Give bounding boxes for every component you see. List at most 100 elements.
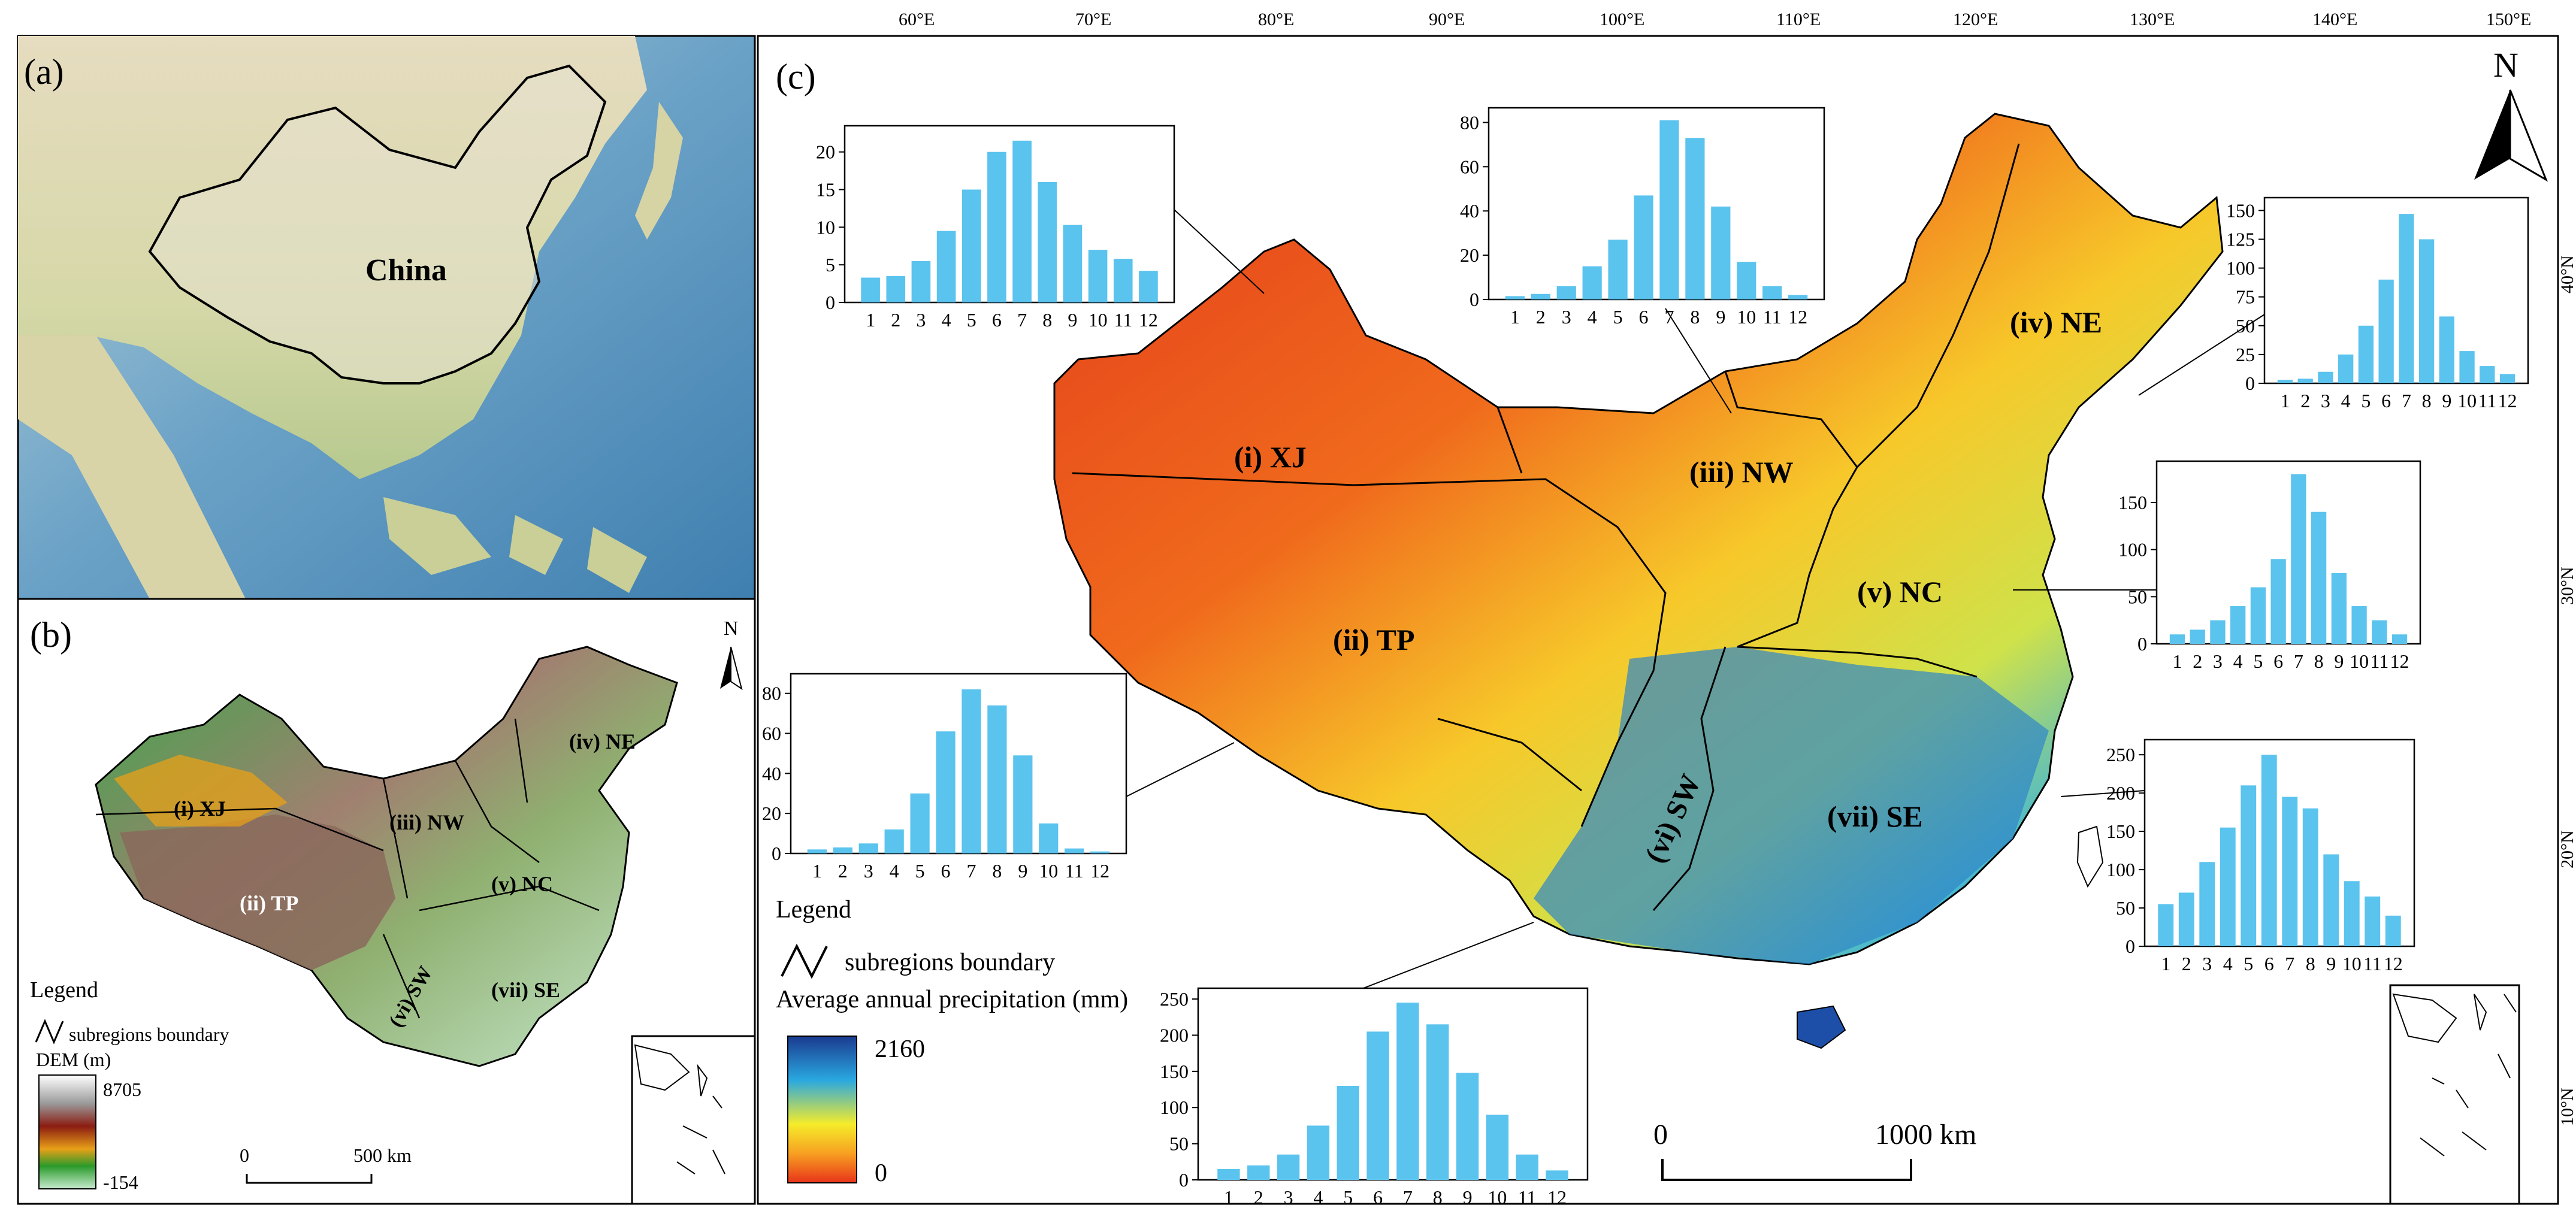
- north-arrow-b-outline: [730, 646, 743, 691]
- x-tick-label: 6: [992, 309, 1002, 331]
- panel-a: (a) China: [17, 35, 756, 600]
- x-tick-label: 4: [942, 309, 951, 331]
- x-tick-label: 7: [2402, 390, 2411, 411]
- x-tick-label: 9: [2442, 390, 2451, 411]
- bar-month-5: [2241, 785, 2257, 946]
- y-tick-label: 0: [2137, 633, 2147, 655]
- x-tick-label: 5: [2244, 953, 2253, 974]
- north-arrow-b-shape: [720, 647, 731, 689]
- x-tick-label: 8: [992, 860, 1002, 882]
- x-tick-label: 1: [2161, 953, 2170, 974]
- bar-month-9: [1711, 206, 1731, 299]
- indian-ocean-peninsula: [18, 335, 246, 599]
- y-tick-label: 0: [1470, 289, 1479, 310]
- x-tick-label: 1: [1224, 1186, 1233, 1208]
- y-tick-label: 125: [2226, 228, 2255, 250]
- x-tick-label: 12: [1547, 1186, 1567, 1208]
- bar-month-3: [1556, 286, 1576, 299]
- x-tick-label: 5: [967, 309, 976, 331]
- bar-month-4: [2338, 354, 2354, 383]
- x-tick-label: 3: [2202, 953, 2212, 974]
- lon-axis: 60°E 70°E 80°E 90°E 100°E 110°E 120°E 13…: [899, 10, 2531, 29]
- x-tick-label: 2: [2182, 953, 2191, 974]
- bar-month-5: [1337, 1086, 1359, 1180]
- bar-month-3: [2210, 620, 2226, 644]
- bar-month-7: [1659, 120, 1679, 299]
- china-outline-a: [148, 64, 607, 385]
- panel-b: (b) (i) XJ (ii) TP (iii) NW (iv) NE (v) …: [17, 598, 756, 1205]
- leader-lines: [1126, 209, 2265, 995]
- bar-month-12: [1090, 851, 1110, 853]
- north-arrow-b: N: [720, 617, 743, 691]
- x-tick-label: 11: [2363, 953, 2382, 974]
- tibet-plateau-shade: [120, 815, 395, 970]
- x-tick-label: 10: [2342, 953, 2362, 974]
- x-tick-label: 11: [1114, 309, 1132, 331]
- y-tick-label: 80: [1460, 111, 1479, 133]
- bar-month-3: [858, 843, 878, 853]
- y-tick-label: 50: [2116, 897, 2135, 919]
- north-arrow-b-label: N: [724, 617, 739, 640]
- x-tick-label: 6: [1639, 306, 1649, 328]
- bar-month-6: [936, 731, 956, 853]
- x-tick-label: 7: [2294, 650, 2303, 672]
- lon-tick-120: 120°E: [1953, 10, 1998, 29]
- taiwan-island: [2076, 825, 2104, 888]
- bar-month-1: [2169, 634, 2185, 644]
- x-tick-label: 8: [1042, 309, 1052, 331]
- china-label: China: [365, 253, 447, 287]
- panel-c: (c) 60°E 70°E 80°E 90°E 100°E 110°E 120°…: [757, 10, 2576, 1208]
- x-tick-label: 10: [1089, 309, 1108, 331]
- region-label-c-nc: (v) NC: [1857, 575, 1943, 608]
- region-label-c-xj: (i) XJ: [1234, 440, 1307, 474]
- x-tick-label: 2: [2193, 650, 2202, 672]
- chart-frame: [2263, 196, 2529, 385]
- lat-tick-20: 20°N: [2557, 830, 2576, 868]
- bar-month-10: [1486, 1115, 1509, 1180]
- x-tick-label: 3: [916, 309, 926, 331]
- bar-month-6: [2378, 279, 2394, 383]
- x-tick-label: 12: [1139, 309, 1158, 331]
- x-tick-label: 3: [2213, 650, 2223, 672]
- y-tick-label: 150: [2226, 199, 2255, 221]
- y-tick-label: 100: [2118, 539, 2147, 561]
- dem-min-label: -154: [103, 1171, 138, 1193]
- bar-month-11: [1762, 286, 1782, 299]
- region-label-b-ne: (iv) NE: [569, 729, 636, 753]
- north-arrow-c-shape: [2474, 90, 2510, 180]
- bar-month-6: [987, 152, 1006, 302]
- x-tick-label: 5: [915, 860, 925, 882]
- precip-colorbar: [787, 1036, 857, 1183]
- region-label-c-ne: (iv) NE: [2010, 305, 2102, 339]
- x-tick-label: 6: [2273, 650, 2283, 672]
- legend-b-boundary-label: subregions boundary: [69, 1024, 229, 1045]
- x-tick-label: 12: [1788, 306, 1807, 328]
- y-tick-label: 40: [762, 762, 781, 784]
- bar-month-9: [1456, 1073, 1479, 1180]
- bar-month-2: [1531, 293, 1550, 299]
- bar-month-8: [1426, 1024, 1449, 1180]
- x-tick-label: 8: [1690, 306, 1700, 328]
- x-tick-label: 6: [1373, 1186, 1383, 1208]
- x-tick-label: 10: [1039, 860, 1058, 882]
- y-tick-label: 150: [2106, 821, 2135, 842]
- y-tick-label: 100: [2106, 859, 2135, 880]
- y-tick-label: 75: [2236, 286, 2255, 308]
- x-tick-label: 1: [2280, 390, 2290, 411]
- x-tick-label: 9: [1068, 309, 1077, 331]
- x-tick-label: 1: [866, 309, 875, 331]
- chart-frame: [790, 673, 1127, 855]
- y-tick-label: 0: [2125, 936, 2135, 957]
- x-tick-label: 8: [2314, 650, 2324, 672]
- bar-month-4: [1307, 1125, 1330, 1180]
- legend-b-dem-label: DEM (m): [36, 1049, 111, 1070]
- x-tick-label: 9: [2326, 953, 2336, 974]
- bar-month-10: [2351, 606, 2367, 644]
- x-tick-label: 4: [2341, 390, 2351, 411]
- x-tick-label: 6: [941, 860, 951, 882]
- x-tick-label: 8: [2422, 390, 2432, 411]
